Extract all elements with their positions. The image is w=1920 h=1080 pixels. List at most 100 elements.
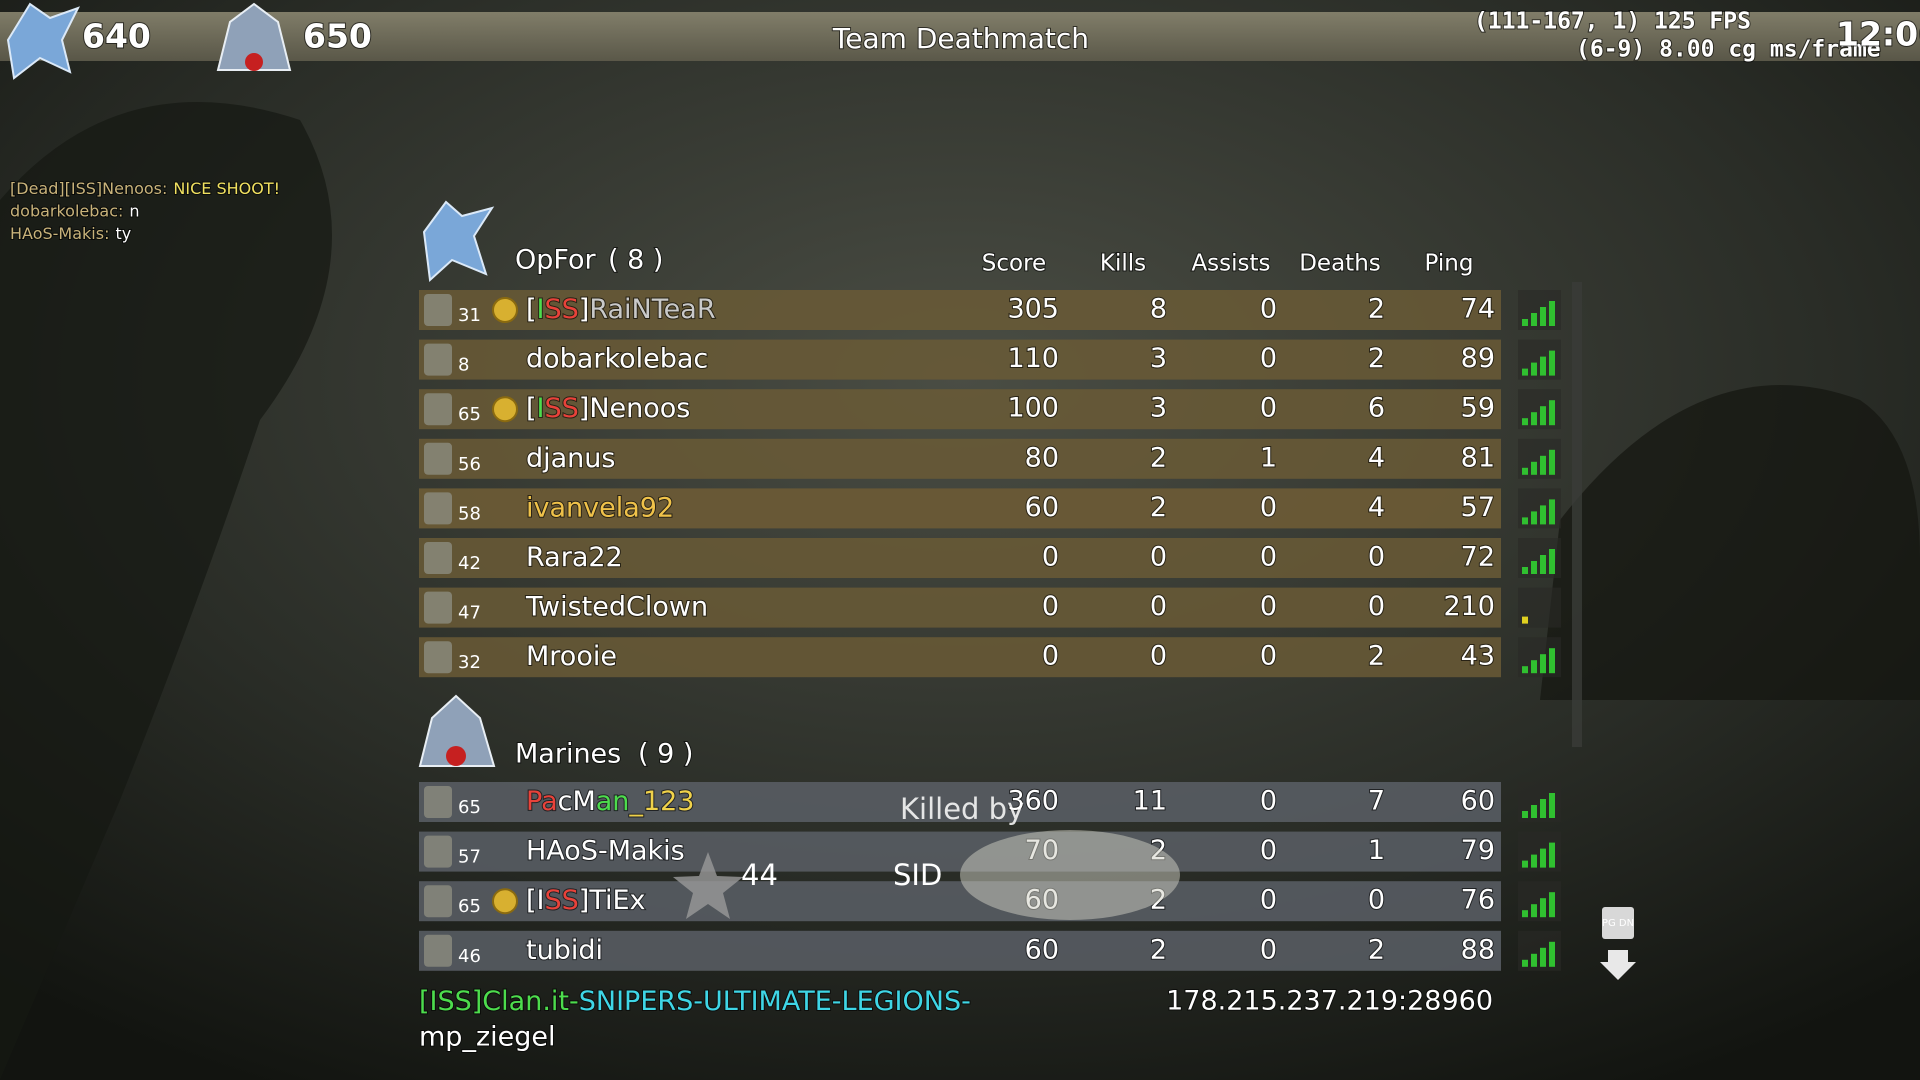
segmented-text: ivanvela92 bbox=[526, 492, 674, 523]
signal-bar bbox=[1549, 549, 1555, 574]
scoreboard: OpFor( 8 ) Score Kills Assists Deaths Ping31[… bbox=[418, 200, 1561, 971]
signal-bar bbox=[1549, 449, 1555, 475]
player-stat: 2 bbox=[1150, 442, 1167, 473]
clan-medal bbox=[492, 396, 518, 423]
player-row bbox=[419, 438, 1501, 479]
signal-bar bbox=[1549, 499, 1555, 525]
signal-bar bbox=[1522, 910, 1528, 918]
signal-bar bbox=[1531, 805, 1537, 818]
signal-bar bbox=[1531, 854, 1537, 868]
pgdn-key: PG DN bbox=[1602, 918, 1634, 929]
player-rank: 8 bbox=[458, 355, 469, 376]
player-rank: 65 bbox=[458, 404, 481, 425]
player-row bbox=[419, 930, 1501, 971]
killer-name: SID bbox=[893, 858, 942, 892]
chat-line: [Dead][ISS]Nenoos: NICE SHOOT! bbox=[10, 179, 280, 198]
segmented-text: tubidi bbox=[526, 934, 603, 965]
rank-icon bbox=[424, 641, 452, 674]
text-segment: an bbox=[596, 786, 630, 817]
signal-bar bbox=[1540, 654, 1546, 674]
signal-bar bbox=[1522, 959, 1528, 967]
player-stat: 0 bbox=[1260, 641, 1277, 672]
player-row bbox=[419, 538, 1501, 578]
team2-emblem bbox=[216, 2, 292, 71]
player-stat: 74 bbox=[1461, 294, 1495, 325]
text-segment: Mrooie bbox=[526, 641, 617, 672]
segmented-text: [ISS]TiEx bbox=[526, 885, 646, 916]
signal-bars bbox=[1522, 301, 1555, 326]
player-row bbox=[419, 637, 1501, 678]
segmented-text: PacMan_123 bbox=[526, 786, 694, 817]
segmented-text: TwistedClown bbox=[525, 591, 708, 622]
signal-bars bbox=[1522, 400, 1555, 426]
player-stat: 0 bbox=[1150, 641, 1167, 672]
tree-silhouette bbox=[1540, 385, 1920, 700]
signal-bar bbox=[1549, 648, 1555, 674]
player-stat: 2 bbox=[1150, 492, 1167, 523]
player-stat: 1 bbox=[1260, 442, 1277, 473]
text-segment: I bbox=[537, 393, 545, 424]
signal-bars bbox=[1522, 616, 1528, 624]
signal-bar bbox=[1540, 455, 1546, 475]
signal-bar bbox=[1522, 319, 1528, 326]
player-stat: 81 bbox=[1461, 442, 1495, 473]
signal-bar bbox=[1540, 947, 1546, 967]
signal-bar bbox=[1549, 400, 1555, 426]
signal-bar bbox=[1531, 313, 1537, 326]
signal-bar bbox=[1540, 898, 1546, 918]
signal-bars bbox=[1522, 549, 1555, 574]
fps-debug: (111-167, 1) 125 FPS bbox=[1474, 9, 1751, 35]
player-rank: 32 bbox=[458, 652, 481, 673]
segmented-text: [ISS]RaiNTeaR bbox=[526, 294, 716, 325]
team-emblem bbox=[422, 200, 495, 283]
player-stat: 8 bbox=[1150, 294, 1167, 325]
player-stat: 72 bbox=[1461, 542, 1495, 573]
rank-icon bbox=[424, 393, 452, 426]
player-stat: 305 bbox=[1007, 294, 1059, 325]
rank-icon bbox=[424, 343, 452, 376]
killcam: Killed by 44 SID bbox=[673, 792, 1180, 920]
player-stat: 59 bbox=[1461, 393, 1495, 424]
text-segment: ]Nenoos bbox=[579, 393, 691, 424]
player-stat: 60 bbox=[1025, 934, 1059, 965]
signal-bar bbox=[1531, 362, 1537, 376]
chat-sender: HAoS-Makis: bbox=[10, 224, 109, 243]
segmented-text: Rara22 bbox=[526, 542, 623, 573]
rank-icon bbox=[424, 294, 452, 326]
killer-rank-icon bbox=[673, 852, 743, 919]
signal-bars bbox=[1522, 499, 1555, 525]
player-row bbox=[419, 339, 1501, 380]
signal-bar bbox=[1531, 511, 1537, 525]
server-info: [ISS]Clan.it-SNIPERS-ULTIMATE-LEGIONS- 17… bbox=[418, 985, 1494, 1054]
rank-icon bbox=[424, 542, 452, 574]
signal-bars bbox=[1522, 892, 1555, 918]
segmented-text: Mrooie bbox=[526, 641, 617, 672]
text-segment: SNIPERS-ULTIMATE-LEGIONS- bbox=[579, 986, 971, 1017]
signal-bar bbox=[1522, 811, 1528, 818]
player-stat: 0 bbox=[1260, 542, 1277, 573]
killer-rank: 44 bbox=[741, 858, 778, 892]
column-header: Score bbox=[982, 251, 1046, 277]
player-stat: 1 bbox=[1368, 835, 1385, 866]
player-row bbox=[419, 488, 1501, 529]
signal-bars bbox=[1522, 350, 1555, 376]
top-bar bbox=[0, 12, 1920, 61]
player-stat: 4 bbox=[1368, 442, 1385, 473]
player-row bbox=[419, 587, 1501, 628]
signal-bars bbox=[1522, 941, 1555, 967]
team-emblem bbox=[418, 694, 496, 767]
signal-bar bbox=[1531, 412, 1537, 426]
text-segment: [ bbox=[526, 393, 537, 424]
signal-bar bbox=[1540, 799, 1546, 818]
player-rank: 56 bbox=[458, 454, 481, 475]
player-stat: 0 bbox=[1260, 294, 1277, 325]
chat: [Dead][ISS]Nenoos: NICE SHOOT! dobarkoleba… bbox=[9, 178, 281, 244]
player-stat: 2 bbox=[1368, 294, 1385, 325]
signal-bar bbox=[1540, 356, 1546, 376]
chat-message: ty bbox=[115, 224, 131, 243]
player-stat: 4 bbox=[1368, 492, 1385, 523]
team1-score: 640 bbox=[82, 17, 151, 56]
text-segment: I bbox=[537, 294, 545, 325]
player-stat: 89 bbox=[1461, 343, 1495, 374]
